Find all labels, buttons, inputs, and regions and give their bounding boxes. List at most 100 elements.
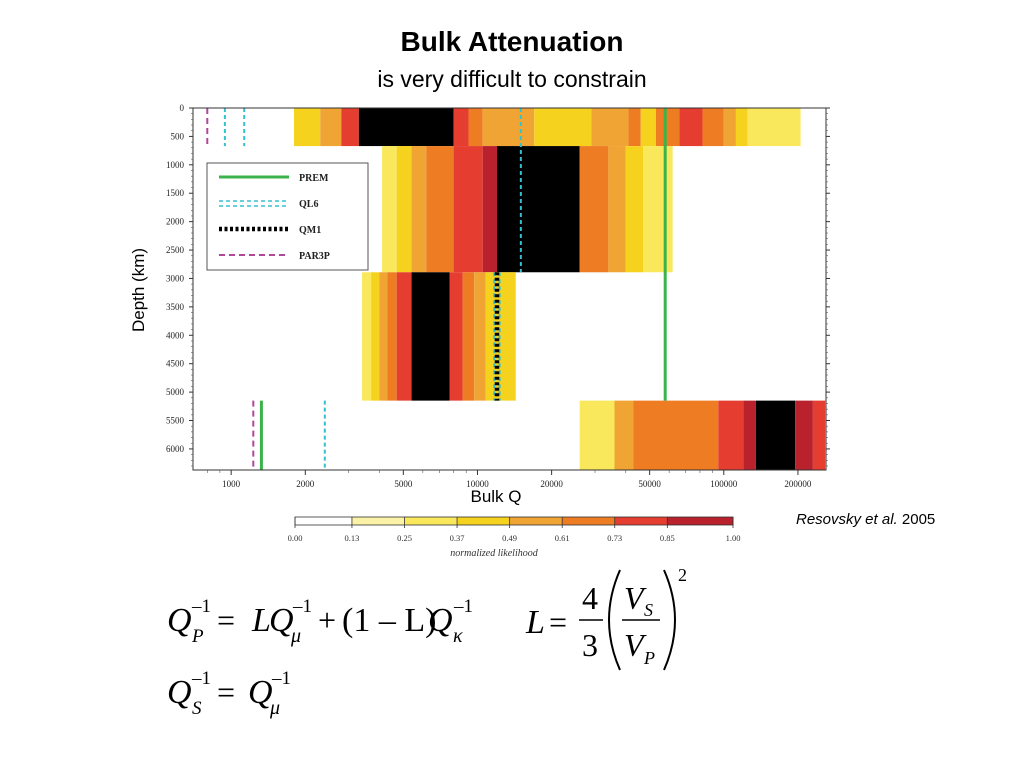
heatmap-cell-layer0-7 xyxy=(534,108,592,147)
heatmap-cell-layer1-1 xyxy=(396,146,412,273)
eq1-l: L xyxy=(251,602,271,639)
y-tick-label-10: 5000 xyxy=(166,387,185,397)
y-tick-label-2: 1000 xyxy=(166,160,185,170)
x-tick-label-7: 200000 xyxy=(784,479,812,489)
y-tick-label-1: 500 xyxy=(171,131,185,141)
colorbar-segment-5 xyxy=(562,517,615,525)
y-tick-label-7: 3500 xyxy=(166,302,185,312)
eq1-qp: Q xyxy=(167,602,192,639)
eq2-qmu-sup: –1 xyxy=(271,668,291,689)
eq1-equals: = xyxy=(217,602,235,638)
y-tick-label-4: 2000 xyxy=(166,217,185,227)
eq1-plus: + xyxy=(318,602,336,638)
heatmap-cell-layer3-6 xyxy=(795,400,813,470)
colorbar-tick-label-2: 0.25 xyxy=(397,533,412,543)
slide-title: Bulk Attenuation xyxy=(400,26,624,57)
heatmap-cell-layer2-5 xyxy=(411,272,450,401)
x-axis-label: Bulk Q xyxy=(470,487,522,506)
heatmap-cell-layer2-6 xyxy=(449,272,463,401)
heatmap-cell-layer3-2 xyxy=(633,400,719,470)
eq3-vs: V xyxy=(624,580,647,616)
x-tick-label-1: 2000 xyxy=(296,479,315,489)
heatmap-cell-layer1-7 xyxy=(579,146,609,273)
heatmap-cell-layer2-1 xyxy=(371,272,380,401)
heatmap-cell-layer3-0 xyxy=(579,400,615,470)
eq3-exp-two: 2 xyxy=(678,565,687,585)
eq2-qmu: Q xyxy=(248,674,273,711)
colorbar-segment-7 xyxy=(667,517,733,525)
heatmap-cell-layer0-6 xyxy=(482,108,535,147)
colorbar-segment-2 xyxy=(404,517,458,525)
heatmap-cell-layer1-8 xyxy=(608,146,626,273)
legend-label-par3p: PAR3P xyxy=(299,251,330,262)
eq1-paren: (1 – L) xyxy=(342,602,436,639)
heatmap-cell-layer2-7 xyxy=(462,272,475,401)
heatmap-cell-layer3-5 xyxy=(755,400,796,470)
heatmap-cell-layer3-3 xyxy=(718,400,744,470)
heatmap-cell-layer0-4 xyxy=(453,108,469,147)
y-tick-label-3: 1500 xyxy=(166,188,185,198)
plot-frame xyxy=(192,107,827,471)
heatmap-cell-layer0-1 xyxy=(320,108,342,147)
colorbar-segment-3 xyxy=(457,517,510,525)
colorbar-tick-label-3: 0.37 xyxy=(450,533,465,543)
heatmap-cell-layer0-2 xyxy=(341,108,359,147)
eq3-vs-sub: S xyxy=(644,600,653,620)
heatmap-cell-layer3-7 xyxy=(812,400,826,470)
heatmap-cell-layer3-1 xyxy=(614,400,634,470)
eq3-vp: V xyxy=(624,627,647,663)
heatmap-cell-layer1-2 xyxy=(411,146,427,273)
heatmap-cell-layer1-6 xyxy=(496,146,580,273)
x-tick-label-6: 100000 xyxy=(710,479,738,489)
y-tick-label-12: 6000 xyxy=(166,444,185,454)
heatmap-cell-layer0-5 xyxy=(468,108,483,147)
citation-authors: Resovsky et al. xyxy=(796,511,898,528)
eq2-equals: = xyxy=(217,674,235,710)
eq3-three: 3 xyxy=(582,627,598,663)
colorbar-label: normalized likelihood xyxy=(450,548,538,559)
eq3-left-paren xyxy=(608,569,621,671)
heatmap-cell-layer2-9 xyxy=(485,272,516,401)
colorbar-tick-label-5: 0.61 xyxy=(555,533,570,543)
slide-subtitle: is very difficult to constrain xyxy=(377,66,647,92)
eq3-equals: = xyxy=(549,604,567,640)
heatmap-cell-layer2-4 xyxy=(396,272,412,401)
eq1-qp-sup: –1 xyxy=(191,596,211,617)
legend-box xyxy=(206,162,369,271)
heatmap-cell-layer2-3 xyxy=(387,272,397,401)
heatmap-cell-layer1-4 xyxy=(453,146,483,273)
eq1-qp-sub: P xyxy=(191,626,204,647)
y-tick-label-5: 2500 xyxy=(166,245,185,255)
eq1-qk: Q xyxy=(428,602,453,639)
heatmap-cell-layer0-13 xyxy=(702,108,724,147)
eq3-right-paren xyxy=(663,569,676,671)
colorbar-segment-1 xyxy=(351,517,405,525)
eq3-four: 4 xyxy=(582,580,598,616)
heatmap-cell-layer0-12 xyxy=(679,108,703,147)
heatmap-cell-layer0-3 xyxy=(358,108,454,147)
heatmap-cell-layer1-10 xyxy=(643,146,673,273)
x-tick-label-0: 1000 xyxy=(222,479,241,489)
citation-year: 2005 xyxy=(901,511,936,528)
eq3-vp-sub: P xyxy=(643,648,655,668)
heatmap-cell-layer0-9 xyxy=(628,108,641,147)
y-tick-label-11: 5500 xyxy=(166,416,185,426)
citation: Resovsky et al. 2005 xyxy=(796,511,935,528)
y-tick-label-0: 0 xyxy=(180,103,185,113)
colorbar-tick-label-0: 0.00 xyxy=(288,533,303,543)
heatmap-cell-layer1-3 xyxy=(426,146,454,273)
legend-label-qm1: QM1 xyxy=(299,225,321,236)
colorbar-tick-label-8: 1.00 xyxy=(726,533,741,543)
eq2-qs: Q xyxy=(167,674,192,711)
colorbar-segment-6 xyxy=(614,517,668,525)
heatmap-cell-layer0-10 xyxy=(640,108,656,147)
heatmap-cell-layer0-16 xyxy=(747,108,801,147)
heatmap-cell-layer3-4 xyxy=(743,400,756,470)
y-tick-label-8: 4000 xyxy=(166,330,185,340)
colorbar-tick-label-1: 0.13 xyxy=(345,533,360,543)
legend-label-prem: PREM xyxy=(299,173,329,184)
eq2-qs-sub: S xyxy=(192,698,202,719)
colorbar-tick-label-7: 0.85 xyxy=(660,533,675,543)
